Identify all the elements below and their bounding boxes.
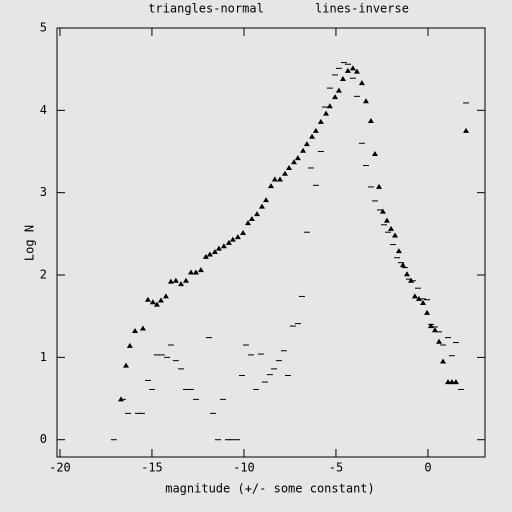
triangle-point [395,248,402,254]
triangle-point [435,338,442,344]
triangle-point [415,295,422,301]
y-tick-label: 1 [40,350,47,364]
triangle-point [362,98,369,104]
triangle-point [371,150,378,156]
triangle-point [229,236,236,242]
triangle-point [149,299,156,305]
y-tick-label: 3 [40,185,47,199]
triangle-point [162,293,169,299]
triangle-point [424,309,431,315]
x-axis-label: magnitude (+/- some constant) [165,482,375,496]
x-tick-label: -15 [141,461,163,475]
triangle-point [300,147,307,153]
x-tick-label: -10 [233,461,255,475]
y-tick-label: 5 [40,21,47,35]
triangle-point [139,325,146,331]
triangle-point [309,133,316,139]
y-tick-label: 4 [40,103,47,117]
triangle-point [326,103,333,109]
triangle-point [192,269,199,275]
legend-label: lines-inverse [315,2,409,16]
triangle-point [126,342,133,348]
triangle-point [157,297,164,303]
triangle-point [167,278,174,284]
triangle-point [268,183,274,189]
triangle-point [353,68,360,74]
triangle-point [254,211,261,217]
triangle-point [431,327,438,333]
triangle-point [172,277,179,283]
triangle-point [332,94,339,100]
triangle-point [344,67,351,73]
triangle-point [339,76,346,82]
triangle-point [220,243,227,249]
x-tick-label: -5 [329,461,343,475]
triangle-point [234,234,241,240]
triangle-point [419,300,426,306]
triangle-point [335,87,342,93]
triangle-point [323,110,330,116]
triangle-point [258,203,265,209]
triangle-point [383,217,390,223]
triangle-point [153,301,160,307]
triangle-point [206,251,213,257]
triangle-point [463,127,470,133]
triangle-point [197,267,204,273]
triangle-point [286,164,293,170]
triangle-point [178,281,185,287]
triangle-point [349,65,356,71]
x-tick-label: 0 [424,461,431,475]
triangle-point [211,248,218,254]
triangle-point [263,197,270,203]
triangle-point [215,245,222,251]
plot-frame [56,27,486,458]
triangle-point [187,269,194,275]
triangle-point [399,262,406,268]
triangle-point [387,225,394,231]
triangle-point [317,118,324,124]
triangle-point [367,118,374,124]
y-axis-label: Log N [23,225,37,261]
triangle-point [281,170,288,176]
triangle-point [144,296,151,302]
triangle-point [291,159,298,165]
triangle-point [244,220,251,226]
triangle-point [376,183,383,189]
triangle-point [312,127,319,133]
triangle-point [411,293,418,299]
legend-label: triangles-normal [148,2,264,16]
y-tick-label: 2 [40,268,47,282]
triangle-point [403,271,410,277]
triangle-point [248,216,255,222]
triangle-point [379,208,386,214]
triangle-point [448,379,455,385]
triangle-point [202,253,209,259]
triangle-point [294,155,301,161]
triangle-point [440,358,447,364]
triangle-point [452,379,459,385]
triangle-point [303,141,310,147]
triangle-point [392,232,399,238]
triangle-point [225,239,232,245]
triangle-point [182,277,189,283]
x-tick-label: -20 [49,461,71,475]
triangle-point [358,80,365,86]
y-tick-label: 0 [40,432,47,446]
triangle-point [132,328,139,334]
triangle-point [271,176,278,182]
triangle-point [445,379,452,385]
triangle-point [240,230,247,236]
triangle-point [123,362,130,368]
triangle-point [277,176,284,182]
